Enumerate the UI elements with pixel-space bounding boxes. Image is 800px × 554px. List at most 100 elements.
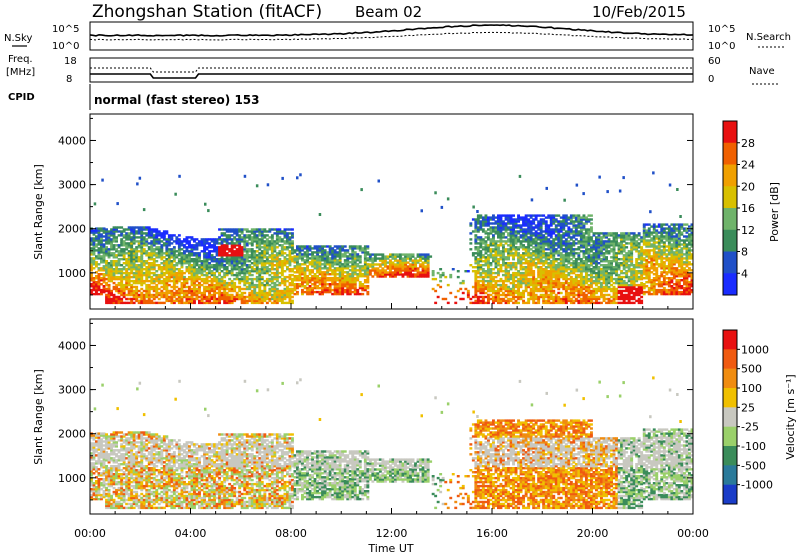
power-cell — [301, 263, 304, 266]
power-cell — [280, 281, 284, 285]
power-cell — [587, 295, 591, 299]
power-cell — [250, 297, 254, 301]
power-cell — [544, 285, 548, 289]
power-cell — [489, 240, 493, 243]
power-cell — [547, 252, 551, 255]
power-cell — [190, 250, 194, 253]
power-cell — [225, 252, 229, 255]
power-cell — [255, 238, 259, 241]
power-cell — [130, 252, 134, 255]
power-cell — [517, 285, 520, 289]
power-cell — [298, 247, 302, 250]
power-cell — [494, 252, 498, 255]
power-cell — [127, 262, 131, 265]
power-cell — [268, 264, 272, 267]
power-cell — [474, 248, 478, 251]
power-cell — [366, 267, 370, 270]
power-cell — [137, 289, 141, 293]
power-cell — [233, 295, 237, 299]
power-cell — [140, 254, 144, 257]
power-cell — [92, 259, 96, 262]
power-cell — [205, 262, 209, 265]
power-cell — [481, 268, 485, 271]
power-cell — [564, 238, 568, 241]
power-cell — [208, 275, 211, 279]
power-cell — [356, 273, 360, 276]
power-cell — [203, 262, 206, 265]
power-cell — [200, 270, 204, 273]
power-cell — [479, 250, 483, 253]
power-cell — [265, 268, 269, 271]
power-cell — [190, 258, 194, 261]
power-cell — [280, 232, 284, 235]
power-cell — [328, 249, 332, 252]
power-cell — [248, 256, 252, 259]
power-cell — [110, 299, 113, 303]
power-cell — [97, 227, 101, 230]
power-cell — [331, 263, 335, 266]
power-cell — [263, 279, 267, 283]
power-cell — [172, 260, 176, 263]
power-cell — [127, 228, 131, 231]
power-cell — [318, 283, 322, 286]
power-cell — [351, 275, 355, 278]
power-cell — [107, 289, 111, 293]
power-cell — [220, 283, 224, 287]
power-cell — [263, 293, 267, 297]
power-cell — [132, 230, 136, 233]
power-cell — [366, 263, 370, 266]
freq-left-label-2: [MHz] — [6, 67, 35, 78]
power-cell — [522, 271, 525, 275]
power-cell — [167, 258, 171, 261]
power-cell — [223, 264, 227, 267]
power-cell — [499, 242, 503, 245]
power-cell — [165, 266, 169, 269]
power-cell — [275, 279, 279, 283]
nave-series — [90, 67, 693, 73]
power-cell — [507, 234, 510, 237]
power-cell — [102, 231, 106, 234]
power-cell — [326, 253, 330, 256]
power-cell — [228, 287, 232, 291]
power-cell — [160, 285, 164, 289]
power-cell — [567, 266, 571, 269]
power-cell — [401, 253, 405, 256]
power-cell — [318, 286, 322, 290]
power-cell — [233, 236, 237, 239]
power-cell — [260, 264, 264, 267]
power-cell — [175, 271, 179, 275]
power-cell — [110, 252, 113, 255]
power-cell — [102, 257, 106, 260]
power-cell — [195, 262, 199, 265]
power-cell — [275, 228, 279, 231]
power-cell — [152, 301, 156, 305]
power-cell — [278, 240, 282, 243]
power-cell — [210, 281, 214, 285]
power-cell — [122, 268, 126, 271]
power-cell — [301, 245, 304, 248]
power-cell — [97, 285, 101, 288]
power-cell — [358, 267, 362, 270]
power-cell — [557, 228, 561, 231]
power-cell — [474, 266, 478, 269]
power-cell — [97, 243, 101, 246]
power-cell — [492, 256, 495, 259]
power-cell — [308, 269, 312, 272]
power-cell — [504, 236, 508, 239]
power-cell — [147, 299, 151, 303]
power-cell — [177, 270, 181, 273]
power-cell — [220, 285, 224, 289]
power-cell — [268, 240, 272, 243]
power-cell — [107, 236, 111, 239]
power-cell — [223, 228, 227, 231]
power-cell — [177, 260, 181, 263]
power-cell — [160, 248, 164, 251]
power-cell — [165, 250, 169, 253]
power-cell — [499, 266, 503, 269]
power-cell — [343, 279, 347, 282]
power-cell — [507, 293, 510, 297]
power-cell — [316, 267, 319, 270]
power-cell — [203, 270, 206, 273]
power-cell — [318, 277, 322, 280]
power-cell — [120, 297, 124, 301]
